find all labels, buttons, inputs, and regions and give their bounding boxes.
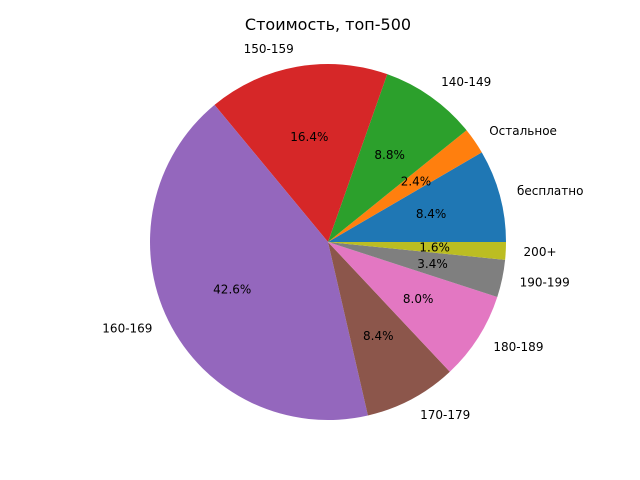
slice-pct-label: 1.6% <box>419 240 450 254</box>
slice-pct-label: 8.0% <box>403 292 434 306</box>
pie-slice-190-199 <box>328 242 506 298</box>
slice-label: бесплатно <box>517 184 583 198</box>
slice-label: Остальное <box>489 124 557 138</box>
slice-label: 140-149 <box>441 75 491 89</box>
slice-pct-label: 8.4% <box>416 207 447 221</box>
slice-label: 190-199 <box>520 275 570 289</box>
chart-title: Стоимость, топ-500 <box>245 15 411 34</box>
slice-pct-label: 3.4% <box>417 257 448 271</box>
pie-slice-Остальное <box>328 130 482 242</box>
pie-slice-200+ <box>328 242 506 260</box>
pie-slice-160-169 <box>149 104 368 421</box>
slice-label: 200+ <box>524 245 557 259</box>
slice-label: 170-179 <box>420 408 470 422</box>
pie-slice-бесплатно <box>328 152 506 242</box>
slice-pct-label: 8.4% <box>363 329 394 343</box>
slice-pct-label: 42.6% <box>213 282 251 296</box>
pie-slice-140-149 <box>328 74 467 243</box>
slice-pct-label: 8.8% <box>374 148 405 162</box>
slice-pct-label: 16.4% <box>290 130 328 144</box>
pie-slice-180-189 <box>328 242 498 372</box>
slice-pct-label: 2.4% <box>401 174 432 188</box>
pie-slice-170-179 <box>328 242 450 416</box>
slice-label: 180-189 <box>493 340 543 354</box>
pie-slice-150-159 <box>214 64 388 243</box>
slice-label: 150-159 <box>244 42 294 56</box>
slice-label: 160-169 <box>102 322 152 336</box>
